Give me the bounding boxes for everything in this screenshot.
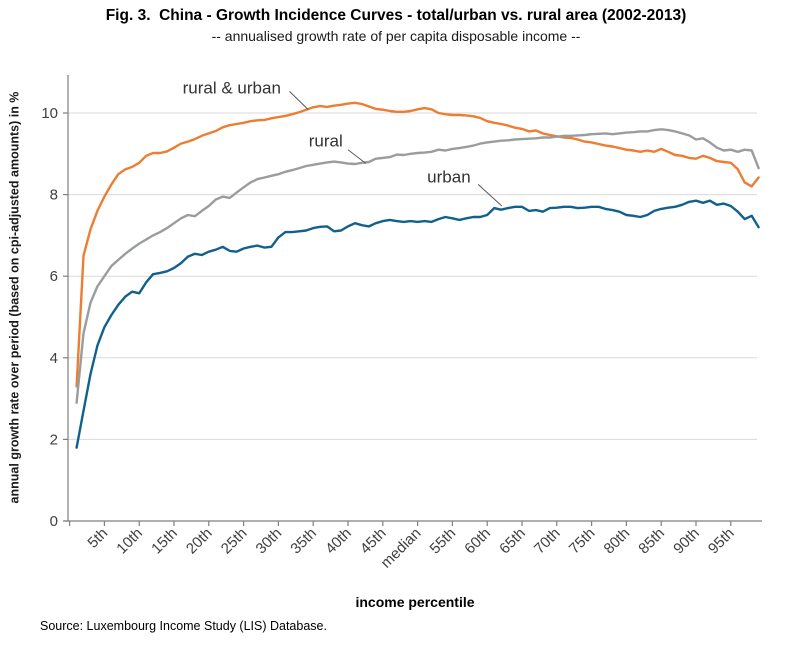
y-tick-label-8: 8 <box>50 187 58 204</box>
chart-subtitle: -- annualised growth rate of per capita … <box>211 28 581 44</box>
x-tick-label-70th: 70th <box>531 525 564 558</box>
x-tick-label-35th: 35th <box>287 525 320 558</box>
x-tick-label-55th: 55th <box>427 525 460 558</box>
x-tick-label-60th: 60th <box>461 525 494 558</box>
source-note: Source: Luxembourg Income Study (LIS) Da… <box>40 619 327 633</box>
series-label-rural: rural <box>309 132 343 151</box>
chart-title: Fig. 3. China - Growth Incidence Curves … <box>105 7 687 24</box>
x-axis-label: income percentile <box>355 594 475 610</box>
y-tick-label-2: 2 <box>50 431 58 448</box>
y-tick-label-0: 0 <box>50 513 58 530</box>
x-tick-label-85th: 85th <box>635 525 668 558</box>
x-tick-label-95th: 95th <box>705 525 738 558</box>
x-tick-label-75th: 75th <box>566 525 599 558</box>
leader-line-rural <box>347 149 367 164</box>
y-tick-label-6: 6 <box>50 268 58 285</box>
x-tick-label-25th: 25th <box>218 525 251 558</box>
leader-line-urban <box>477 184 503 207</box>
x-tick-label-40th: 40th <box>322 525 355 558</box>
series-line-rural-urban <box>75 101 760 388</box>
series-label-rural-urban: rural & urban <box>183 79 281 98</box>
x-tick-label-10th: 10th <box>113 525 146 558</box>
x-tick-label-80th: 80th <box>601 525 634 558</box>
y-tick-label-10: 10 <box>41 105 58 122</box>
x-tick-label-5th: 5th <box>84 525 111 552</box>
series-label-urban: urban <box>427 168 470 187</box>
x-tick-label-20th: 20th <box>183 525 216 558</box>
series-line-rural <box>75 128 760 404</box>
x-tick-label-30th: 30th <box>253 525 286 558</box>
x-tick-label-15th: 15th <box>148 525 181 558</box>
series-line-urban <box>75 199 760 449</box>
x-tick-label-65th: 65th <box>496 525 529 558</box>
y-tick-label-4: 4 <box>50 350 58 367</box>
x-tick-label-median: median <box>378 525 425 572</box>
leader-line-rural-urban <box>289 91 309 111</box>
x-tick-label-90th: 90th <box>670 525 703 558</box>
